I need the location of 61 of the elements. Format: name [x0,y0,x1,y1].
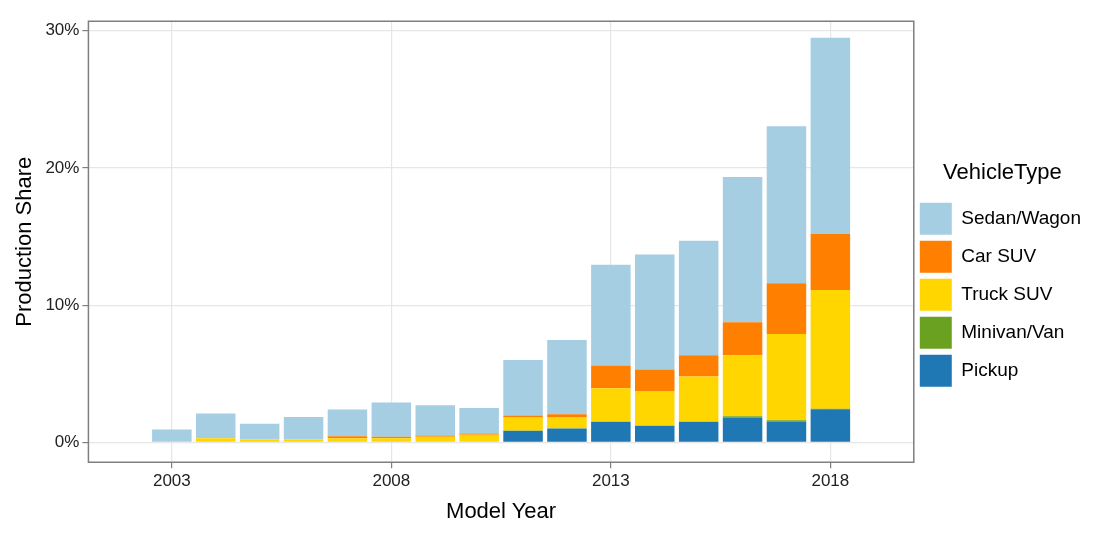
bar [503,417,543,431]
bar [766,333,807,421]
legend-label: Truck SUV [961,282,1053,304]
bar [766,126,807,284]
y-tick-label: 30% [45,20,80,40]
bar [503,360,543,416]
bar [283,416,324,440]
bar [678,355,719,377]
bar [239,439,280,442]
bar [635,369,675,392]
bar [678,421,719,442]
legend-label: Sedan/Wagon [961,206,1081,228]
bar [678,240,719,356]
bar [415,436,456,442]
bar [722,176,763,323]
bar [283,439,324,442]
bar [678,376,719,422]
legend-label: Minivan/Van [961,320,1065,342]
bar [810,410,851,442]
bar [810,233,851,291]
bar [635,391,675,426]
legend-label: Car SUV [961,244,1037,266]
bar [635,254,675,370]
bar [810,37,851,234]
bar [591,388,631,422]
x-tick-label: 2013 [591,471,630,491]
bar [195,438,236,442]
bar [239,423,280,440]
bar [591,264,631,366]
y-tick-label: 10% [45,294,80,314]
bar [195,413,236,439]
bar [327,409,368,437]
bar [547,414,587,417]
y-axis-title: Production Share [11,156,37,327]
bar [547,340,587,415]
y-tick-label: 0% [54,432,80,451]
legend-label: Pickup [961,358,1019,380]
bar [722,322,763,356]
x-tick-label: 2018 [811,471,850,491]
bar [591,365,631,389]
bar [722,417,763,442]
y-tick-label: 20% [45,157,80,177]
bar [766,283,807,334]
bar [547,428,587,442]
bar [371,402,412,437]
bar [503,430,543,442]
x-tick-label: 2008 [372,471,411,491]
bar [591,421,631,442]
x-tick-label: 2003 [152,471,191,491]
bar [547,416,587,429]
bar [503,415,543,418]
legend-title: VehicleType [943,159,1062,185]
x-axis-title: Model Year [446,497,557,523]
bar [635,425,675,442]
bar [810,290,851,409]
bar [766,421,807,442]
bar [152,429,192,441]
bar [459,408,499,434]
bar [415,405,456,436]
bar [459,434,499,442]
bar [722,355,763,417]
